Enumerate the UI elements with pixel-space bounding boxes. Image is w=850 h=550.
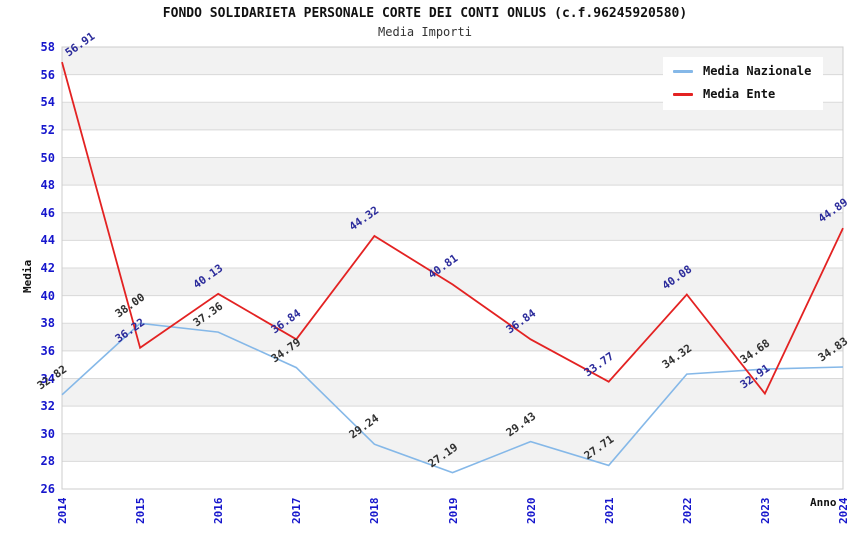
y-tick-label: 38 [40, 316, 55, 331]
legend-label-media-nazionale: Media Nazionale [703, 64, 812, 78]
y-tick-label: 52 [40, 122, 55, 137]
legend-item-media-ente: Media Ente [673, 87, 811, 101]
legend: Media Nazionale Media Ente [663, 57, 824, 110]
x-tick-label: 2021 [602, 497, 616, 525]
y-tick-label: 46 [40, 205, 55, 220]
x-tick-label: 2016 [212, 497, 226, 525]
x-tick-label: 2014 [56, 497, 69, 525]
legend-item-media-nazionale: Media Nazionale [673, 64, 811, 78]
x-axis-title: Anno [810, 496, 837, 509]
y-tick-label: 48 [40, 178, 55, 193]
y-tick-label: 50 [40, 150, 55, 165]
y-tick-label: 54 [40, 95, 55, 110]
x-tick-label: 2017 [290, 497, 304, 525]
y-tick-label: 30 [40, 426, 55, 441]
y-tick-label: 36 [40, 343, 55, 358]
y-tick-label: 58 [40, 40, 55, 54]
x-tick-label: 2024 [837, 497, 850, 525]
x-tick-label: 2023 [758, 497, 772, 525]
chart-subtitle: Media Importi [378, 25, 472, 39]
y-tick-label: 32 [40, 399, 55, 414]
x-tick-label: 2015 [134, 497, 148, 525]
y-tick-label: 56 [40, 67, 55, 82]
chart-title: FONDO SOLIDARIETA PERSONALE CORTE DEI CO… [162, 6, 688, 21]
legend-swatch-media-ente-icon [673, 92, 693, 96]
y-tick-label: 42 [40, 261, 55, 275]
y-tick-label: 44 [40, 233, 55, 248]
y-tick-label: 40 [40, 288, 55, 303]
legend-swatch-media-nazionale-icon [673, 69, 693, 73]
x-tick-label: 2022 [680, 497, 694, 525]
y-axis-title: Media [21, 259, 34, 293]
x-tick-label: 2020 [524, 497, 538, 525]
x-tick-label: 2019 [446, 497, 460, 525]
x-tick-label: 2018 [368, 497, 382, 525]
y-tick-label: 28 [40, 454, 55, 469]
y-tick-label: 34 [40, 371, 55, 386]
y-tick-label: 26 [40, 482, 55, 496]
legend-label-media-ente: Media Ente [703, 87, 776, 101]
